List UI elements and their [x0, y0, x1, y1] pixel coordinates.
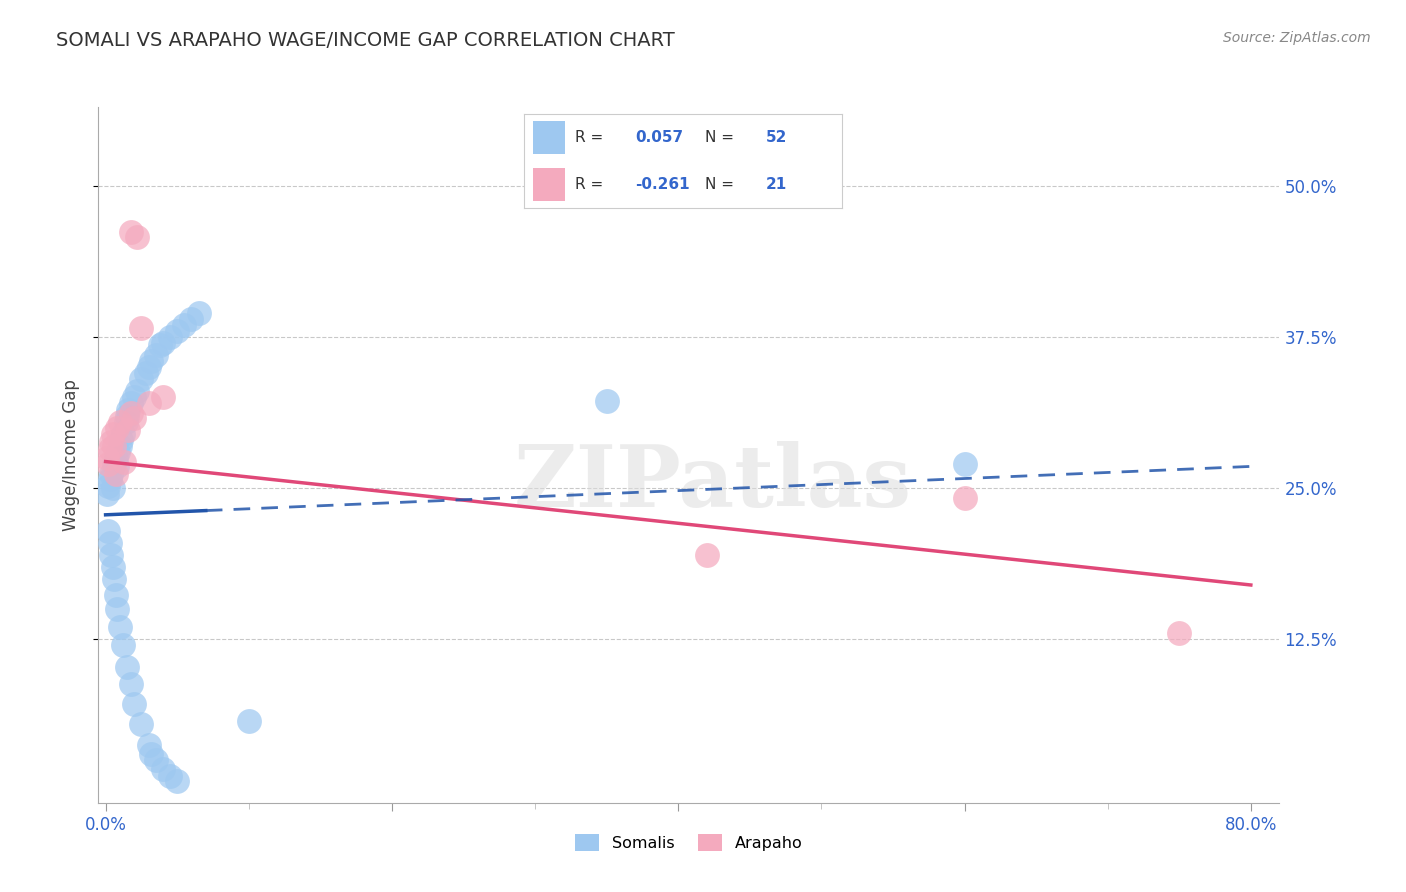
- Y-axis label: Wage/Income Gap: Wage/Income Gap: [62, 379, 80, 531]
- Point: [159, 330, 181, 344]
- Point: [131, 372, 153, 386]
- Point: [180, 311, 202, 326]
- Point: [108, 415, 131, 429]
- Point: [111, 426, 134, 441]
- Point: [138, 738, 160, 752]
- Point: [100, 467, 122, 481]
- Point: [105, 459, 128, 474]
- Point: [953, 457, 976, 471]
- Text: ZIPatlas: ZIPatlas: [513, 441, 911, 524]
- Point: [238, 714, 260, 728]
- Point: [1168, 626, 1191, 640]
- Point: [114, 415, 136, 429]
- Point: [104, 588, 127, 602]
- Point: [104, 467, 127, 481]
- Point: [595, 394, 617, 409]
- Point: [187, 306, 209, 320]
- Point: [101, 481, 124, 495]
- Point: [135, 366, 157, 380]
- Point: [152, 391, 174, 405]
- Point: [101, 426, 124, 441]
- Point: [103, 457, 125, 471]
- Point: [117, 423, 139, 437]
- Point: [111, 639, 134, 653]
- Point: [122, 391, 145, 405]
- Point: [117, 402, 139, 417]
- Point: [120, 225, 142, 239]
- Point: [149, 338, 172, 352]
- Legend: Somalis, Arapaho: Somalis, Arapaho: [568, 828, 810, 857]
- Point: [97, 479, 120, 493]
- Point: [122, 411, 145, 425]
- Text: SOMALI VS ARAPAHO WAGE/INCOME GAP CORRELATION CHART: SOMALI VS ARAPAHO WAGE/INCOME GAP CORREL…: [56, 31, 675, 50]
- Point: [112, 454, 135, 468]
- Point: [105, 420, 128, 434]
- Point: [107, 445, 129, 459]
- Point: [98, 471, 121, 485]
- Point: [103, 572, 125, 586]
- Point: [100, 548, 122, 562]
- Point: [173, 318, 195, 332]
- Point: [120, 677, 142, 691]
- Point: [105, 602, 128, 616]
- Point: [953, 491, 976, 505]
- Point: [96, 450, 118, 465]
- Point: [131, 717, 153, 731]
- Point: [145, 348, 167, 362]
- Text: Source: ZipAtlas.com: Source: ZipAtlas.com: [1223, 31, 1371, 45]
- Point: [97, 457, 120, 471]
- Point: [115, 409, 138, 423]
- Point: [101, 559, 124, 574]
- Point: [138, 396, 160, 410]
- Point: [125, 229, 148, 244]
- Point: [131, 321, 153, 335]
- Point: [103, 439, 125, 453]
- Point: [166, 774, 188, 789]
- Point: [120, 406, 142, 420]
- Point: [108, 439, 131, 453]
- Point: [138, 360, 160, 375]
- Point: [166, 324, 188, 338]
- Point: [104, 450, 127, 465]
- Point: [141, 747, 163, 762]
- Point: [108, 620, 131, 634]
- Point: [152, 336, 174, 351]
- Point: [120, 396, 142, 410]
- Point: [97, 524, 120, 538]
- Point: [98, 535, 121, 549]
- Point: [115, 660, 138, 674]
- Point: [98, 442, 121, 457]
- Point: [125, 384, 148, 399]
- Point: [152, 762, 174, 776]
- Point: [100, 435, 122, 450]
- Point: [141, 354, 163, 368]
- Point: [696, 548, 718, 562]
- Point: [110, 433, 132, 447]
- Point: [159, 769, 181, 783]
- Point: [145, 754, 167, 768]
- Point: [122, 697, 145, 711]
- Point: [96, 487, 118, 501]
